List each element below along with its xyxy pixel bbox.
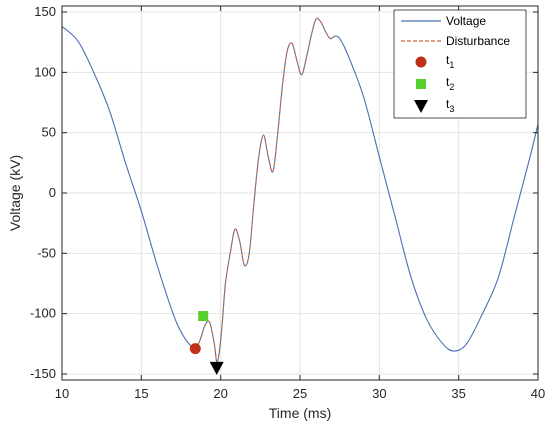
y-tick-label: 0: [49, 185, 56, 200]
y-tick-label: 50: [42, 125, 56, 140]
legend-t3-label: t3: [446, 97, 454, 114]
grid-lines: [61, 6, 539, 380]
y-tick-label: -50: [37, 245, 56, 260]
x-tick-label: 30: [372, 386, 386, 401]
x-tick-label: 15: [134, 386, 148, 401]
legend-t1-label-base: t: [446, 53, 450, 67]
legend-t3-label-base: t: [446, 97, 450, 111]
x-axis-label: Time (ms): [269, 405, 331, 421]
y-tick-label: 100: [34, 64, 56, 79]
legend-t2-symbol: [416, 79, 426, 89]
marker-t3: [209, 361, 224, 375]
x-tick-label: 10: [55, 386, 69, 401]
legend-voltage-label: Voltage: [446, 14, 486, 28]
axis-ticks: 10 15 20 25 30 35 40 -150 -100 -50 0 50 100 150: [30, 4, 545, 401]
y-tick-label: -150: [30, 366, 56, 381]
legend-t2-label: t2: [446, 75, 454, 92]
y-axis-label: Voltage (kV): [7, 155, 23, 231]
x-tick-label: 20: [213, 386, 227, 401]
marker-t1: [189, 343, 201, 355]
legend-t1-symbol: [415, 56, 427, 68]
marker-t2: [198, 311, 209, 322]
legend-t2-label-sub: 2: [449, 82, 454, 92]
legend-t1-label-sub: 1: [449, 60, 454, 70]
legend-t2-label-base: t: [446, 75, 450, 89]
x-tick-label: 25: [293, 386, 307, 401]
y-tick-label: -100: [30, 306, 56, 321]
legend-t3-label-sub: 3: [449, 104, 454, 114]
x-tick-label: 35: [451, 386, 465, 401]
marker-layer: [189, 311, 224, 375]
legend-t1-label: t1: [446, 53, 454, 70]
y-tick-label: 150: [34, 4, 56, 19]
legend-t3-symbol: [414, 100, 428, 113]
x-tick-label: 40: [531, 386, 545, 401]
legend-disturbance-label: Disturbance: [446, 34, 510, 48]
